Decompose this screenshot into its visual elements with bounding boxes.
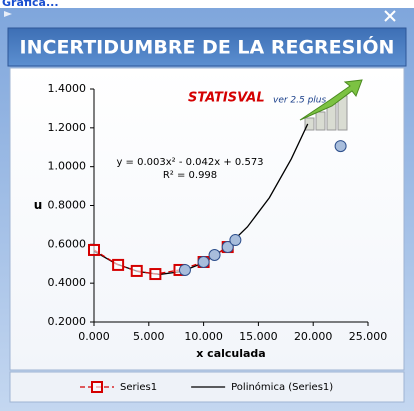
- chart-title: INCERTIDUMBRE DE LA REGRESIÓN: [20, 35, 395, 59]
- marker: [88, 243, 100, 256]
- marker: [221, 241, 234, 254]
- logo: STATISVAL ver 2.5 plus: [188, 79, 363, 131]
- marker: [130, 264, 143, 277]
- window-icon: [4, 11, 12, 17]
- y-tick-label: 0.4000: [48, 276, 87, 289]
- y-tick-label: 1.4000: [48, 82, 87, 95]
- x-tick-label: 20.000: [294, 330, 333, 343]
- x-tick-label: 15.000: [239, 330, 278, 343]
- marker: [91, 381, 103, 393]
- title-band: [7, 27, 407, 67]
- logo-version: ver 2.5 plus: [273, 96, 327, 106]
- y-axis-label: u: [34, 198, 43, 212]
- marker: [197, 256, 210, 269]
- y-tick-label: 1.0000: [48, 160, 87, 173]
- x-axis-label: x calculada: [196, 347, 265, 360]
- marker: [149, 268, 162, 281]
- x-tick-label: 5.000: [133, 330, 165, 343]
- x-tick-label: 10.000: [184, 330, 223, 343]
- y-tick-label: 1.2000: [48, 121, 87, 134]
- window-title: Gráfica...: [2, 0, 59, 9]
- x-tick-label: 25.000: [349, 330, 388, 343]
- marker: [178, 263, 191, 276]
- marker: [112, 258, 125, 271]
- annotation: y = 0.003x² - 0.042x + 0.573: [116, 157, 263, 168]
- annotation: R² = 0.998: [163, 170, 217, 181]
- y-tick-label: 0.8000: [48, 199, 87, 212]
- close-button[interactable]: [384, 10, 396, 22]
- legend: [9, 371, 405, 403]
- y-tick-label: 0.6000: [48, 237, 87, 250]
- legend-label: Series1: [120, 382, 157, 393]
- marker: [229, 234, 242, 247]
- logo-name: STATISVAL: [188, 91, 265, 106]
- y-tick-label: 0.2000: [48, 315, 87, 328]
- x-tick-label: 0.000: [78, 330, 110, 343]
- legend-label: Polinómica (Series1): [231, 381, 333, 393]
- marker: [208, 249, 221, 262]
- marker: [334, 140, 347, 153]
